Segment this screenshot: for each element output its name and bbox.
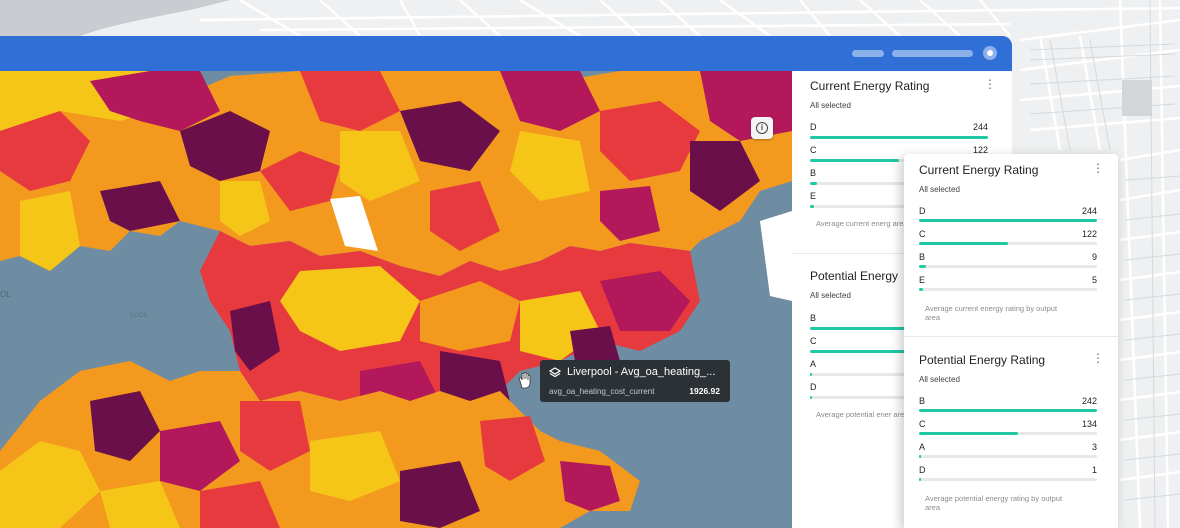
top-bar: [0, 36, 1012, 71]
category-value: 134: [1081, 419, 1097, 429]
bar-track: [810, 350, 988, 353]
tooltip-value: 1926.92: [689, 386, 720, 396]
divider: [792, 253, 1012, 254]
bar-fill: [810, 327, 988, 330]
hand-cursor-icon: [518, 371, 531, 389]
layers-icon: [549, 367, 561, 378]
category-value: 244: [972, 122, 988, 132]
widget-note: Average current energy rating by output: [925, 304, 1058, 313]
bar-fill: [919, 288, 923, 291]
widget-title: Potential Energy: [810, 269, 899, 283]
bar-track: [810, 327, 988, 330]
bar-fill: [919, 409, 1097, 412]
category-value: 244: [1081, 206, 1097, 216]
more-menu-icon[interactable]: ⋮: [1092, 351, 1104, 365]
bar-track: [919, 455, 1097, 458]
more-menu-icon[interactable]: ⋮: [1092, 161, 1104, 175]
category-label: B: [810, 168, 817, 178]
category-label: C: [810, 145, 817, 155]
category-label: B: [919, 396, 926, 406]
app-window: OL DOCK: [0, 36, 1012, 528]
widget-title: Potential Energy Rating: [919, 353, 1046, 367]
category-label: C: [919, 419, 926, 429]
category-value: 242: [1081, 396, 1097, 406]
category-label: B: [919, 252, 926, 262]
category-label: B: [810, 313, 817, 323]
bar-fill: [810, 373, 813, 376]
info-button[interactable]: i: [751, 117, 773, 139]
bar-fill: [919, 242, 1008, 245]
widget-subtitle: All selected: [810, 101, 851, 110]
place-label: OL: [0, 290, 11, 299]
category-value: 9: [1091, 252, 1097, 262]
bar-fill: [810, 205, 814, 208]
bar-fill: [810, 396, 813, 399]
tooltip-key: avg_oa_heating_cost_current: [549, 387, 655, 396]
bar-track: [919, 288, 1097, 291]
bar-track: [919, 265, 1097, 268]
bar-fill: [919, 432, 1018, 435]
bar-track: [810, 159, 988, 162]
widget-subtitle: All selected: [810, 291, 851, 300]
bar-track: [810, 136, 988, 139]
category-label: C: [810, 336, 817, 346]
category-label: D: [919, 206, 926, 216]
bar-fill: [810, 136, 988, 139]
category-label: C: [919, 229, 926, 239]
bar-fill: [919, 219, 1097, 222]
bar-fill: [919, 265, 926, 268]
category-label: E: [919, 275, 926, 285]
category-value: 122: [1081, 229, 1097, 239]
bar-track: [919, 219, 1097, 222]
widget-title: Current Energy Rating: [810, 79, 930, 93]
map-tooltip: Liverpool - Avg_oa_heating_... avg_oa_he…: [540, 360, 730, 402]
category-value: 1: [1091, 465, 1097, 475]
widget-subtitle: All selected: [919, 185, 960, 194]
info-icon: i: [756, 122, 768, 134]
bar-fill: [810, 182, 817, 185]
bar-track: [919, 242, 1097, 245]
user-avatar[interactable]: [983, 46, 997, 60]
widget-note: Average potential ener area: [816, 410, 909, 419]
widget-subtitle: All selected: [919, 375, 960, 384]
divider: [904, 336, 1118, 337]
widget-note: area: [925, 313, 941, 322]
category-label: D: [810, 122, 817, 132]
bar-track: [810, 373, 988, 376]
bar-fill: [810, 159, 899, 162]
category-value: 122: [972, 145, 988, 155]
bar-fill: [919, 455, 922, 458]
bar-track: [810, 396, 988, 399]
category-label: A: [919, 442, 926, 452]
bar-track: [810, 182, 988, 185]
bar-track: [919, 478, 1097, 481]
bar-fill: [919, 478, 922, 481]
choropleth-map: OL DOCK: [0, 71, 792, 528]
bar-track: [919, 432, 1097, 435]
more-menu-icon[interactable]: ⋮: [984, 77, 996, 91]
bar-fill: [810, 350, 908, 353]
category-label: E: [810, 191, 817, 201]
category-label: D: [810, 382, 817, 392]
widgets-panel-front: Current Energy Rating ⋮ All selected D 2…: [904, 154, 1118, 528]
category-value: 5: [1091, 275, 1097, 285]
bar-track: [810, 205, 988, 208]
category-label: A: [810, 359, 817, 369]
place-label: DOCK: [130, 313, 147, 319]
widget-note: area: [925, 503, 941, 512]
map-view[interactable]: OL DOCK: [0, 71, 792, 528]
category-label: D: [919, 465, 926, 475]
widget-title: Current Energy Rating: [919, 163, 1039, 177]
bar-track: [919, 409, 1097, 412]
tooltip-title: Liverpool - Avg_oa_heating_...: [567, 366, 716, 378]
category-value: 3: [1091, 442, 1097, 452]
widget-note: Average current energ area: [816, 219, 908, 228]
topbar-placeholder-short: [852, 50, 884, 57]
topbar-placeholder-long: [892, 50, 973, 57]
widget-note: Average potential energy rating by outpu…: [925, 494, 1063, 503]
